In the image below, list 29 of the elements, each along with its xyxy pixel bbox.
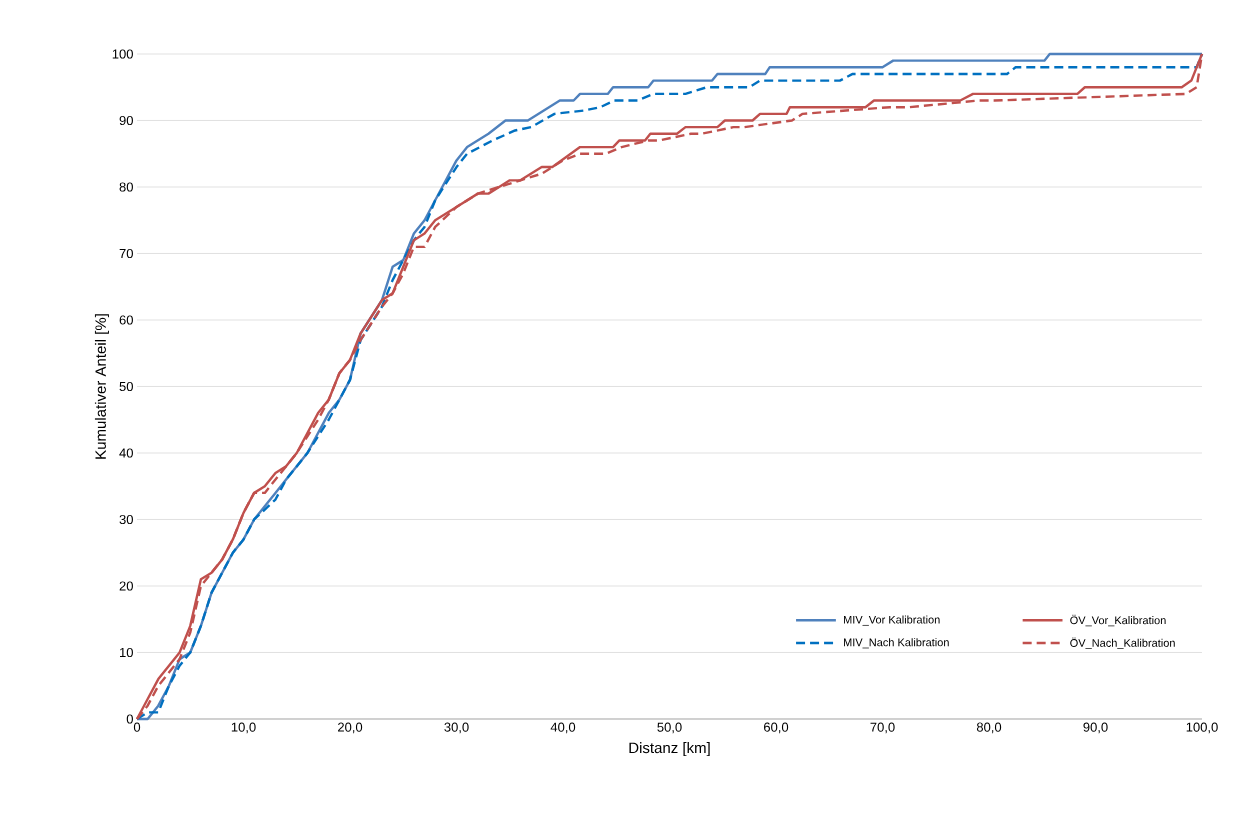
y-tick-label: 40 (119, 448, 133, 458)
y-tick-label: 50 (119, 381, 133, 392)
x-axis-title: Distanz [km] (629, 742, 710, 757)
y-tick-label: 90 (119, 115, 133, 126)
y-tick-label: 20 (119, 581, 133, 591)
x-tick-label: 100,0 (1186, 722, 1218, 734)
x-tick-label: 90,0 (1083, 722, 1108, 734)
legend-label: ÖV_Vor_Kalibration (1070, 614, 1166, 627)
legend-label: ÖV_Nach_Kalibration (1070, 637, 1175, 649)
legend-label: MIV_Vor Kalibration (844, 615, 940, 626)
x-tick-label: 80,0 (976, 722, 1002, 734)
x-tick-label: 10,0 (231, 722, 256, 734)
legend-label: MIV_Nach Kalibration (844, 638, 949, 649)
x-tick-label: 50,0 (657, 722, 682, 734)
y-axis-title: Kumulativer Anteil [%] (94, 314, 109, 459)
line-series (135, 52, 1204, 721)
y-tick-label: 10 (120, 647, 133, 658)
x-tick-label: 30,0 (444, 722, 469, 734)
x-tick-label: 0 (133, 722, 141, 732)
y-tick-label: 80 (119, 182, 133, 192)
x-tick-label: 70,0 (870, 722, 895, 734)
y-tick-label: 100 (112, 49, 133, 59)
y-tick-label: 70 (119, 248, 133, 259)
y-tick-label: 60 (119, 315, 133, 325)
y-tick-label: 30 (119, 514, 133, 525)
y-tick-label: 0 (126, 714, 133, 724)
x-tick-label: 60,0 (764, 722, 789, 734)
x-tick-label: 40,0 (550, 722, 576, 734)
x-tick-label: 20,0 (338, 722, 363, 734)
